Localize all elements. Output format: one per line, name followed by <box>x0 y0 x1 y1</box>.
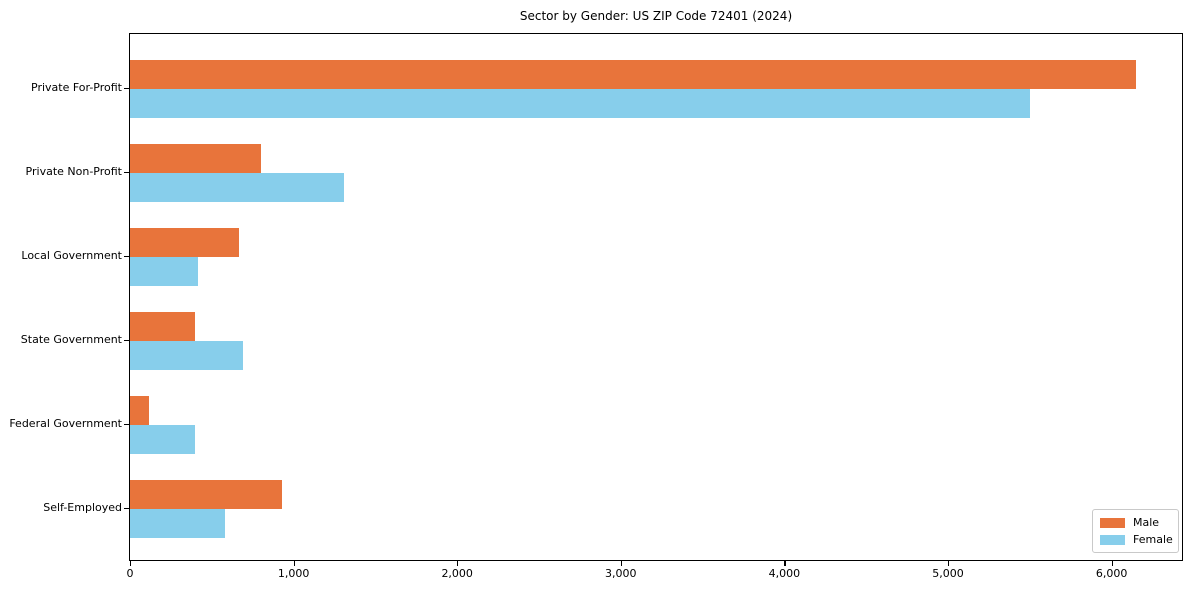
female-bar <box>130 425 196 454</box>
y-tick-mark <box>124 256 129 258</box>
male-color-swatch <box>1100 517 1125 528</box>
x-tick-mark <box>1111 561 1113 566</box>
female-bar <box>130 89 1030 118</box>
female-color-swatch <box>1100 534 1125 545</box>
x-tick-mark <box>130 561 132 566</box>
x-tick-label: 4,000 <box>768 567 801 580</box>
male-bar <box>130 480 283 509</box>
legend-item-male: Male <box>1100 516 1171 529</box>
female-bar <box>130 257 198 286</box>
female-bar <box>130 509 225 538</box>
male-bar <box>130 60 1137 89</box>
female-bar <box>130 341 243 370</box>
y-tick-mark <box>124 508 129 510</box>
y-tick-mark <box>124 424 129 426</box>
x-tick-mark <box>293 561 295 566</box>
x-tick-label: 2,000 <box>441 567 473 580</box>
x-tick-label: 6,000 <box>1095 567 1128 580</box>
y-tick-mark <box>124 88 129 90</box>
chart-title: Sector by Gender: US ZIP Code 72401 (202… <box>519 9 793 23</box>
plot-area <box>129 33 1183 561</box>
y-tick-label: Private Non-Profit <box>25 165 122 178</box>
legend-item-female: Female <box>1100 533 1173 546</box>
x-tick-mark <box>948 561 950 566</box>
legend-label-female: Female <box>1133 533 1173 546</box>
female-bar <box>130 173 345 202</box>
legend-label-male: Male <box>1133 516 1160 529</box>
x-tick-mark <box>457 561 459 566</box>
y-tick-mark <box>124 172 129 174</box>
y-tick-label: Self-Employed <box>43 501 122 514</box>
y-tick-label: Federal Government <box>9 417 122 430</box>
male-bar <box>130 312 196 341</box>
y-tick-label: Private For-Profit <box>31 81 122 94</box>
male-bar <box>130 228 239 257</box>
male-bar <box>130 144 261 173</box>
male-bar <box>130 396 149 425</box>
legend: Male Female <box>1092 509 1179 553</box>
x-tick-label: 1,000 <box>277 567 310 580</box>
x-tick-label: 5,000 <box>932 567 964 580</box>
x-tick-label: 0 <box>126 567 134 580</box>
y-tick-label: Local Government <box>21 249 122 262</box>
y-tick-mark <box>124 340 129 342</box>
x-tick-label: 3,000 <box>605 567 637 580</box>
x-tick-mark <box>620 561 622 566</box>
y-tick-label: State Government <box>20 333 122 346</box>
x-tick-mark <box>784 561 786 566</box>
